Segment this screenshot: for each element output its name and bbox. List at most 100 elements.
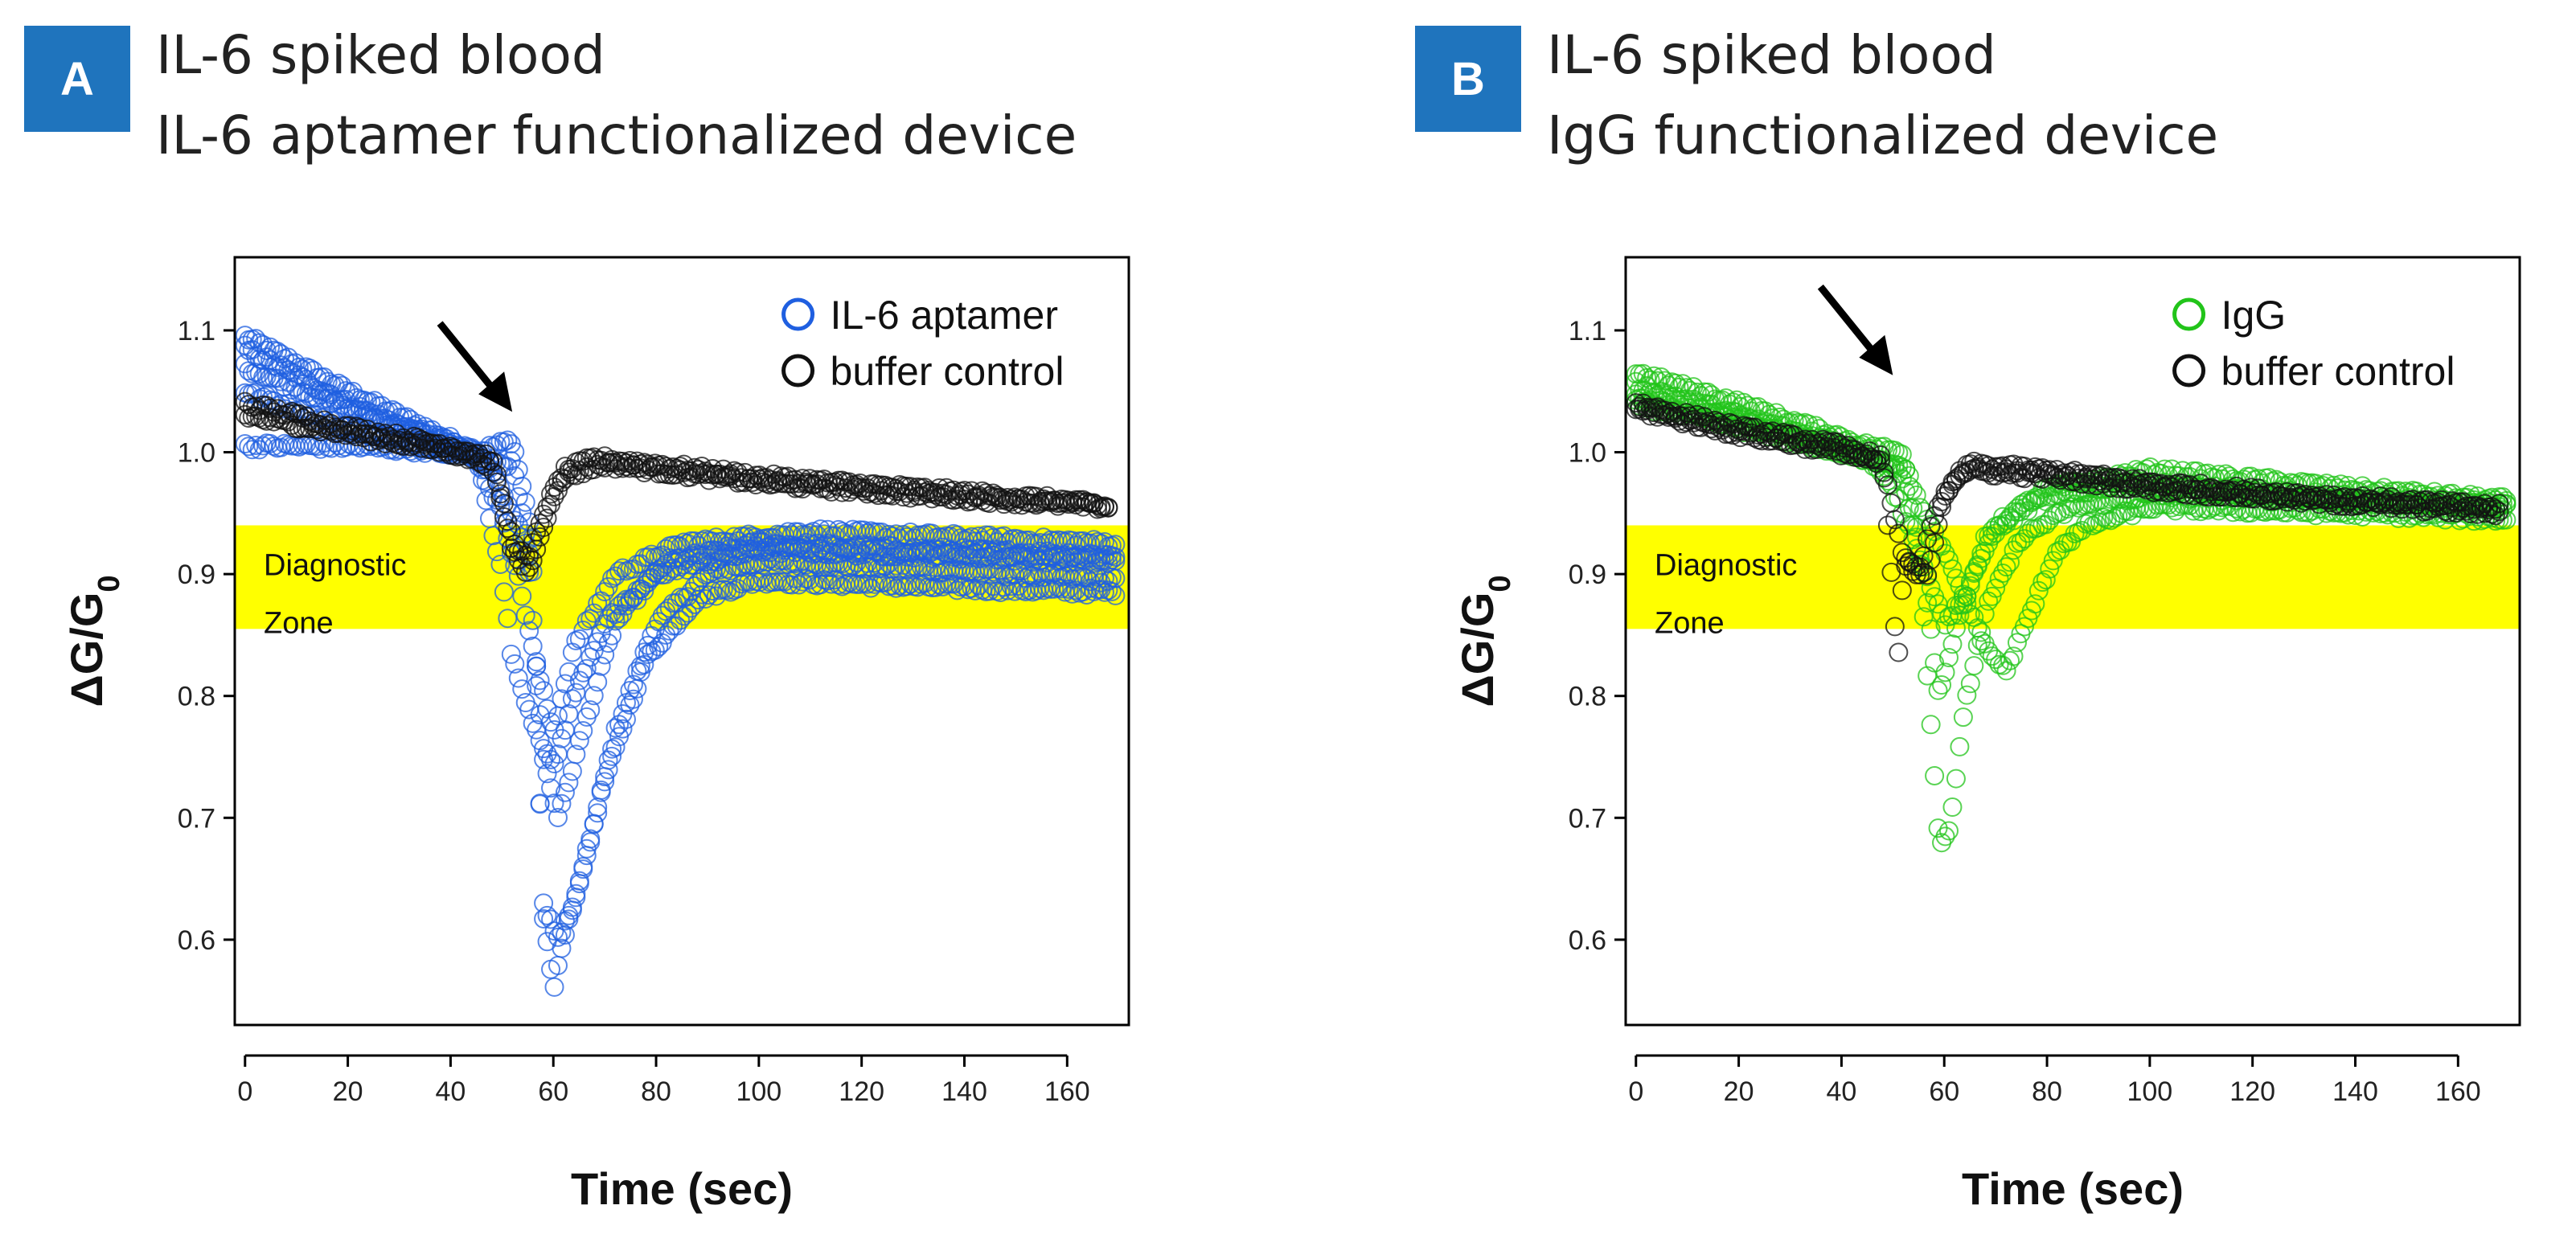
x-tick-label: 80 (641, 1076, 671, 1107)
y-tick-label: 0.9 (1569, 560, 1606, 590)
data-point (2485, 499, 2505, 519)
y-tick-label: 0.6 (178, 925, 215, 956)
data-point (1665, 408, 1685, 428)
data-point (609, 596, 630, 616)
data-point (1953, 707, 1973, 728)
data-point (691, 584, 712, 605)
data-point (613, 558, 633, 578)
data-point (868, 486, 888, 506)
data-point (429, 442, 449, 462)
x-tick-label: 140 (941, 1076, 987, 1107)
data-point (667, 560, 687, 580)
data-point (523, 551, 543, 571)
data-point (235, 404, 255, 424)
chart-a: Diagnostic Zone 0.6 0.7 0.8 0.9 1.0 1.1 0 20 40 60 8… (61, 256, 1130, 1214)
data-point (339, 400, 359, 420)
data-point (598, 577, 618, 597)
data-point (1856, 449, 1877, 469)
data-point (620, 695, 640, 715)
data-point (1864, 450, 1884, 470)
data-point (605, 737, 626, 757)
data-point (454, 444, 474, 464)
data-point (512, 679, 532, 699)
y-tick-label: 0.9 (178, 560, 215, 590)
data-point (2489, 502, 2509, 522)
data-point (476, 457, 496, 477)
data-point (2108, 506, 2128, 526)
data-point (519, 621, 539, 641)
data-point (1037, 552, 1057, 572)
data-point (623, 674, 643, 695)
data-point (843, 543, 863, 564)
y-axis-title-subscript: 0 (92, 575, 126, 592)
data-point (699, 585, 719, 605)
data-point (588, 632, 608, 652)
y-tick-label: 1.1 (178, 316, 215, 346)
legend-marker (2172, 354, 2206, 387)
data-point (1957, 685, 1977, 705)
data-point (1885, 510, 1905, 530)
data-point (605, 604, 626, 624)
data-point (695, 552, 716, 572)
data-point (2021, 493, 2041, 513)
data-point (1950, 576, 1970, 596)
data-point (1993, 506, 2013, 527)
data-point (1698, 414, 1718, 434)
data-point (609, 715, 630, 735)
data-point (498, 511, 518, 531)
data-point (537, 744, 557, 764)
legend-label: IL-6 aptamer (831, 293, 1058, 338)
y-tick-label: 0.8 (1569, 682, 1606, 712)
data-point (1892, 580, 1912, 601)
data-point (260, 408, 281, 428)
data-point (605, 459, 626, 479)
data-point (2079, 474, 2099, 494)
data-point (2072, 474, 2092, 494)
data-point (896, 547, 917, 567)
data-point (523, 636, 543, 656)
data-point (483, 462, 503, 482)
data-point (1762, 431, 1782, 451)
data-point (534, 739, 554, 759)
data-point (825, 570, 845, 590)
data-point (800, 474, 820, 494)
data-point (501, 538, 521, 558)
legend-marker (781, 297, 815, 331)
data-point (1938, 648, 1959, 668)
data-point (1989, 569, 2009, 589)
data-point (534, 517, 554, 537)
data-point (534, 681, 554, 701)
data-point (552, 922, 572, 942)
x-tick-label: 60 (1929, 1076, 1959, 1107)
data-point (965, 580, 985, 601)
data-point (530, 793, 550, 814)
zone-label-line2: Zone (1655, 606, 1725, 640)
data-point (1680, 410, 1700, 430)
data-point (534, 908, 554, 929)
data-point (527, 719, 547, 740)
plot-frame (233, 256, 1130, 1027)
data-point (527, 652, 547, 672)
data-point (609, 561, 630, 581)
data-point (1935, 662, 1955, 683)
data-point (1921, 619, 1941, 639)
data-point (264, 412, 284, 432)
data-point (490, 554, 511, 574)
data-point (1081, 533, 1101, 553)
data-point (630, 458, 650, 478)
data-point (498, 430, 518, 450)
data-point (1813, 439, 1833, 459)
data-point (490, 488, 511, 508)
series-buffer-control (1626, 393, 2509, 662)
data-point (2475, 503, 2495, 523)
data-point (979, 525, 999, 545)
data-point (2479, 499, 2499, 519)
data-point (872, 522, 892, 542)
data-point (623, 689, 643, 709)
data-point (580, 700, 601, 720)
data-point (505, 654, 525, 674)
data-point (1932, 675, 1952, 695)
y-tick-label: 1.1 (1569, 316, 1606, 346)
panel-a: A IL-6 spiked blood IL-6 aptamer functio… (0, 0, 1286, 1234)
data-point (530, 670, 550, 691)
